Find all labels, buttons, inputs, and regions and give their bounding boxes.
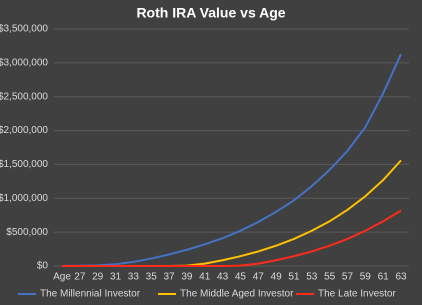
series-line <box>62 209 402 267</box>
x-tick-label: 27 <box>74 272 86 283</box>
x-tick-label: 47 <box>253 272 265 283</box>
x-tick-label: 49 <box>271 272 283 283</box>
x-tick-label: 37 <box>163 272 175 283</box>
legend-label: The Late Investor <box>318 289 396 300</box>
x-tick-label: 43 <box>217 272 229 283</box>
y-tick-label: $500,000 <box>6 227 48 238</box>
x-tick-label: 51 <box>288 272 300 283</box>
legend-label: The Middle Aged Investor <box>180 289 294 300</box>
y-tick-label: $3,500,000 <box>0 24 48 35</box>
x-tick-label: 31 <box>110 272 122 283</box>
x-tick-label: 39 <box>181 272 193 283</box>
y-tick-label: $0 <box>37 261 49 272</box>
x-tick-label: 55 <box>324 272 336 283</box>
x-tick-label: 45 <box>235 272 247 283</box>
x-tick-label: 53 <box>306 272 318 283</box>
legend-label: The Millennial Investor <box>40 289 141 300</box>
x-tick-label: 59 <box>360 272 372 283</box>
y-tick-label: $2,500,000 <box>0 91 48 102</box>
x-tick-label: 33 <box>128 272 140 283</box>
x-tick-label: 63 <box>395 272 407 283</box>
x-tick-label: 57 <box>342 272 354 283</box>
y-tick-label: $1,000,000 <box>0 193 48 204</box>
series-line <box>61 53 402 267</box>
y-tick-label: $1,500,000 <box>0 159 48 170</box>
x-tick-label: 29 <box>92 272 104 283</box>
y-tick-label: $2,000,000 <box>0 125 48 136</box>
x-tick-label: Age <box>53 272 71 283</box>
series-line <box>62 159 402 267</box>
y-tick-label: $3,000,000 <box>0 57 48 68</box>
chart-title: Roth IRA Value vs Age <box>136 5 285 21</box>
x-tick-label: 35 <box>146 272 158 283</box>
x-tick-label: 61 <box>378 272 390 283</box>
x-tick-label: 41 <box>199 272 211 283</box>
